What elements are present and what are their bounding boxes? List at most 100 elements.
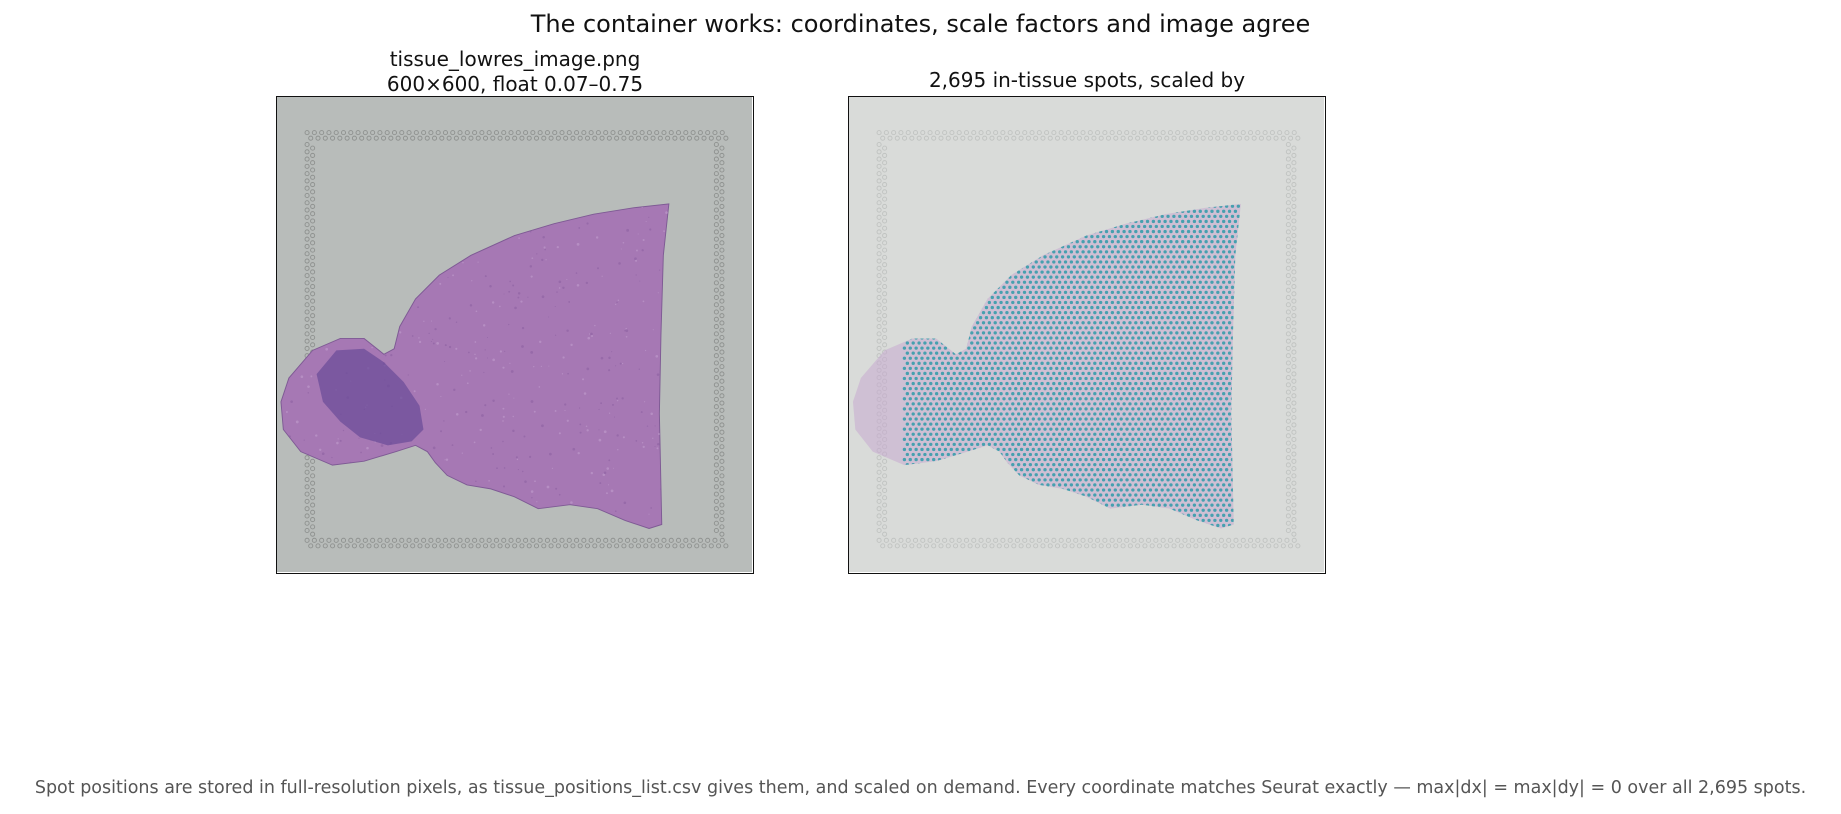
tissue-spot: [1090, 407, 1094, 411]
tissue-speckle: [475, 480, 477, 483]
tissue-spot: [1037, 417, 1041, 421]
tissue-spot: [967, 386, 971, 391]
tissue-spot: [1058, 432, 1062, 436]
tissue-spot: [1140, 473, 1144, 477]
tissue-spot: [1201, 295, 1205, 300]
tissue-spot: [943, 427, 948, 431]
tissue-spot: [987, 321, 992, 325]
tissue-spot: [973, 376, 977, 381]
tissue-spot: [1052, 321, 1056, 325]
fiducial-spot: [650, 543, 656, 549]
tissue-spot: [1207, 356, 1211, 360]
tissue-spot: [1140, 351, 1144, 355]
tissue-spot: [1160, 386, 1164, 391]
tissue-spot: [1216, 351, 1220, 355]
tissue-spot: [1046, 442, 1050, 447]
tissue-spot: [1052, 412, 1056, 416]
fiducial-spot: [1269, 537, 1275, 543]
tissue-spot: [1166, 457, 1170, 462]
tissue-speckle: [315, 434, 318, 437]
tissue-spot: [908, 386, 912, 391]
tissue-speckle: [448, 317, 451, 320]
tissue-speckle: [474, 341, 477, 343]
fiducial-spot: [370, 537, 376, 543]
tissue-spot: [920, 437, 924, 441]
tissue-spot: [1075, 422, 1079, 426]
tissue-speckle: [471, 280, 473, 282]
tissue-spot: [978, 366, 983, 371]
fiducial-spot: [713, 309, 719, 315]
tissue-spot: [1169, 473, 1173, 477]
fiducial-spot: [1229, 543, 1235, 549]
tissue-spot: [975, 432, 980, 436]
tissue-spot: [1043, 346, 1047, 350]
tissue-speckle: [538, 386, 541, 388]
tissue-spot: [1031, 265, 1035, 269]
tissue-spot: [1113, 427, 1117, 431]
tissue-spot: [1025, 437, 1030, 441]
fiducial-spot: [310, 283, 316, 290]
tissue-spot: [1183, 447, 1188, 452]
tissue-spot: [996, 356, 1000, 360]
tissue-spot: [932, 457, 936, 462]
fiducial-spot: [916, 135, 922, 141]
tissue-spot: [1189, 366, 1194, 371]
tissue-spot: [1151, 270, 1156, 274]
fiducial-spot: [1175, 130, 1181, 136]
tissue-spot: [973, 417, 977, 421]
tissue-spot: [1119, 336, 1123, 340]
tissue-spot: [1216, 452, 1220, 457]
tissue-spot: [1148, 224, 1153, 229]
fiducial-spot: [1285, 520, 1291, 526]
tissue-spot: [970, 381, 974, 386]
fiducial-spot: [486, 537, 492, 543]
tissue-spot: [1008, 397, 1012, 401]
tissue-spot: [1014, 336, 1018, 340]
tissue-spot: [1075, 260, 1079, 264]
fiducial-spot: [490, 135, 496, 141]
tissue-spot: [1172, 214, 1176, 219]
tissue-spot: [1014, 407, 1018, 411]
tissue-spot: [1224, 285, 1229, 289]
tissue-spot: [1087, 321, 1091, 325]
fiducial-spot: [304, 156, 310, 162]
tissue-speckle: [510, 370, 514, 373]
tissue-spot: [1181, 412, 1185, 416]
tissue-spot: [1096, 336, 1100, 340]
tissue-spot: [1142, 386, 1147, 391]
tissue-spot: [1183, 336, 1188, 340]
tissue-spot: [1230, 204, 1235, 208]
tissue-spot: [1028, 371, 1033, 376]
tissue-speckle: [455, 347, 458, 350]
tissue-spot: [1222, 412, 1226, 416]
fiducial-spot: [876, 477, 882, 483]
tissue-spot: [1201, 255, 1205, 259]
tissue-spot: [1052, 361, 1056, 365]
tissue-spot: [949, 437, 953, 441]
tissue-spot: [1058, 300, 1062, 305]
tissue-spot: [1037, 437, 1041, 441]
tissue-spot: [929, 381, 933, 386]
fiducial-spot: [1291, 524, 1297, 530]
tissue-speckle: [487, 357, 488, 359]
tissue-spot: [1028, 351, 1033, 355]
tissue-spot: [1219, 376, 1223, 381]
tissue-spot: [1192, 442, 1197, 447]
fiducial-spot: [566, 537, 572, 543]
tissue-spot: [920, 427, 924, 431]
tissue-spot: [1019, 457, 1024, 462]
tissue-spot: [1119, 234, 1123, 239]
fiducial-spot: [1033, 543, 1039, 549]
tissue-spot: [1224, 224, 1229, 229]
fiducial-spot: [974, 135, 980, 141]
fiducial-spot: [304, 178, 310, 184]
tissue-spot: [1096, 326, 1100, 330]
fiducial-spot: [719, 342, 725, 348]
tissue-spot: [1207, 478, 1211, 482]
tissue-spot: [1145, 300, 1150, 305]
tissue-speckle: [649, 228, 652, 231]
tissue-spot: [1128, 473, 1132, 477]
tissue-spot: [1207, 346, 1211, 350]
fiducial-spot: [967, 135, 973, 141]
fiducial-spot: [1127, 543, 1133, 549]
